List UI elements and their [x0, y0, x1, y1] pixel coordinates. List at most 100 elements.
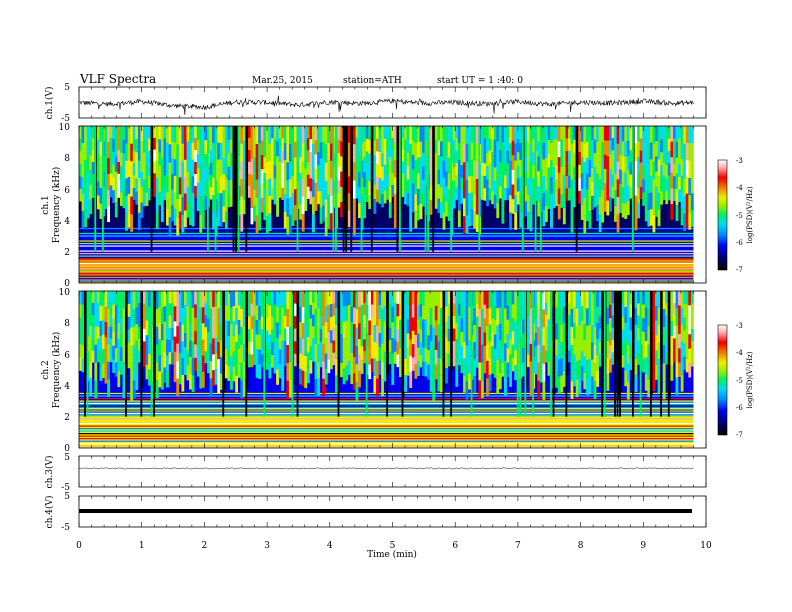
spectrogram-cell	[468, 356, 472, 374]
spectrogram-cell	[189, 192, 192, 209]
spectrogram-cell	[368, 195, 372, 210]
spectrogram-cell	[460, 151, 464, 165]
spectrogram-cell	[406, 139, 410, 153]
spectrogram-cell	[81, 211, 85, 229]
spectrogram-cell	[588, 375, 592, 393]
spectrogram-cell	[178, 306, 182, 323]
spectrogram-streak	[424, 126, 427, 252]
spectrogram-cell	[657, 291, 661, 309]
spectrogram-cell	[555, 355, 559, 372]
spectrogram-cell	[486, 192, 489, 207]
spectrogram-cell	[219, 209, 223, 227]
spectrogram-cell	[565, 163, 569, 176]
spectrogram-cell	[557, 342, 561, 360]
spectrogram-cell	[445, 321, 448, 338]
spectrogram-cell	[434, 335, 438, 350]
spectrogram-cell	[96, 291, 100, 303]
spectrogram-cell	[411, 169, 415, 184]
spectrogram-cell	[130, 327, 134, 346]
spectrogram-cell	[194, 162, 198, 175]
spectrogram-cell	[427, 349, 431, 365]
spectrogram-cell	[593, 309, 597, 328]
spectrogram-cell	[79, 176, 82, 189]
spectrogram-cell	[580, 321, 584, 337]
spectrogram-streak	[401, 291, 404, 417]
spectrogram-cell	[544, 326, 548, 339]
spectrogram-cell	[342, 337, 346, 354]
spectrogram-cell	[491, 178, 495, 192]
spectrogram-cell	[532, 139, 536, 153]
time-tick-1: 1	[139, 541, 145, 551]
spectrogram-cell	[81, 160, 85, 178]
spectrogram-cell	[527, 143, 530, 161]
spectrogram-cell	[79, 151, 82, 164]
spectrogram-cell	[263, 141, 267, 158]
spectrogram-cell	[649, 142, 653, 160]
spectrogram-cell	[672, 163, 676, 177]
spectrogram-cell	[460, 318, 464, 333]
spectrogram-cell	[91, 314, 95, 327]
spectrogram-cell	[107, 308, 111, 327]
spectrogram-cell	[411, 140, 415, 155]
spectrogram-cell	[258, 143, 262, 161]
spectrogram-cell	[475, 329, 479, 343]
spectrogram-cell	[265, 317, 269, 331]
spectrogram-cell	[547, 333, 551, 348]
spectrogram-cell	[104, 306, 108, 322]
spectrogram-cell	[306, 321, 310, 338]
spectrogram-cell	[601, 158, 605, 175]
spectrogram-cell	[486, 139, 489, 153]
spectrogram-cell	[437, 291, 441, 308]
spectrogram-cell	[547, 195, 551, 210]
spectrogram-cell	[212, 306, 215, 323]
spectrogram-cell	[629, 150, 633, 163]
spectrogram-cell	[286, 326, 290, 345]
spectrogram-cell	[678, 348, 681, 363]
spectrogram-cell	[555, 126, 559, 140]
spectrogram-cell	[250, 126, 254, 143]
spectrogram-cell	[368, 349, 372, 365]
spectrogram-cell	[273, 332, 277, 347]
spectrogram-cell	[332, 340, 336, 353]
spectrogram-cell	[324, 337, 328, 354]
spectrogram-cell	[135, 373, 139, 390]
spectrogram-cell	[329, 304, 333, 318]
spectrogram-cell	[652, 374, 656, 392]
spectrogram-cell	[391, 291, 395, 307]
spectrogram-cell	[557, 291, 561, 309]
spectrogram-cell	[381, 153, 384, 167]
spectrogram-cell	[130, 214, 134, 232]
spectrogram-cell	[688, 195, 692, 213]
spectrogram-cell	[655, 305, 658, 321]
spectrogram-cell	[104, 181, 108, 196]
spectrogram-cell	[486, 126, 489, 140]
spectrogram-streak	[470, 291, 473, 417]
spectrogram-cell	[388, 315, 392, 328]
spectrogram-cell	[173, 291, 177, 307]
spectrogram-cell	[99, 157, 103, 173]
spectrogram-cell	[201, 291, 205, 308]
spectrogram-cell	[527, 291, 530, 304]
spectrogram-cell	[629, 126, 633, 139]
spectrogram-cell	[534, 318, 538, 333]
spectrogram-cell	[506, 163, 510, 176]
spectrogram-cell	[593, 180, 597, 194]
spectrogram-cell	[585, 157, 589, 174]
spectrogram-cell	[158, 371, 162, 388]
spectrogram-cell	[401, 149, 405, 162]
spectrogram-cell	[501, 126, 505, 143]
ch1-cbar-tick-m7: -7	[736, 266, 743, 274]
spectrogram-cell	[422, 305, 425, 320]
spectrogram-cell	[570, 161, 574, 180]
spectrogram-cell	[649, 175, 653, 193]
spectrogram-cell	[278, 137, 282, 150]
spectrogram-cell	[437, 126, 441, 141]
spectrogram-cell	[109, 149, 113, 162]
ch1-frequency-axis-label: Frequency (kHz)	[51, 167, 62, 244]
spectrogram-cell	[176, 198, 180, 218]
ch2-spectrogram	[79, 291, 694, 448]
spectrogram-cell	[672, 302, 676, 315]
spectrogram-cell	[163, 306, 167, 322]
spectrogram-cell	[527, 329, 530, 342]
spectrogram-cell	[445, 368, 448, 384]
